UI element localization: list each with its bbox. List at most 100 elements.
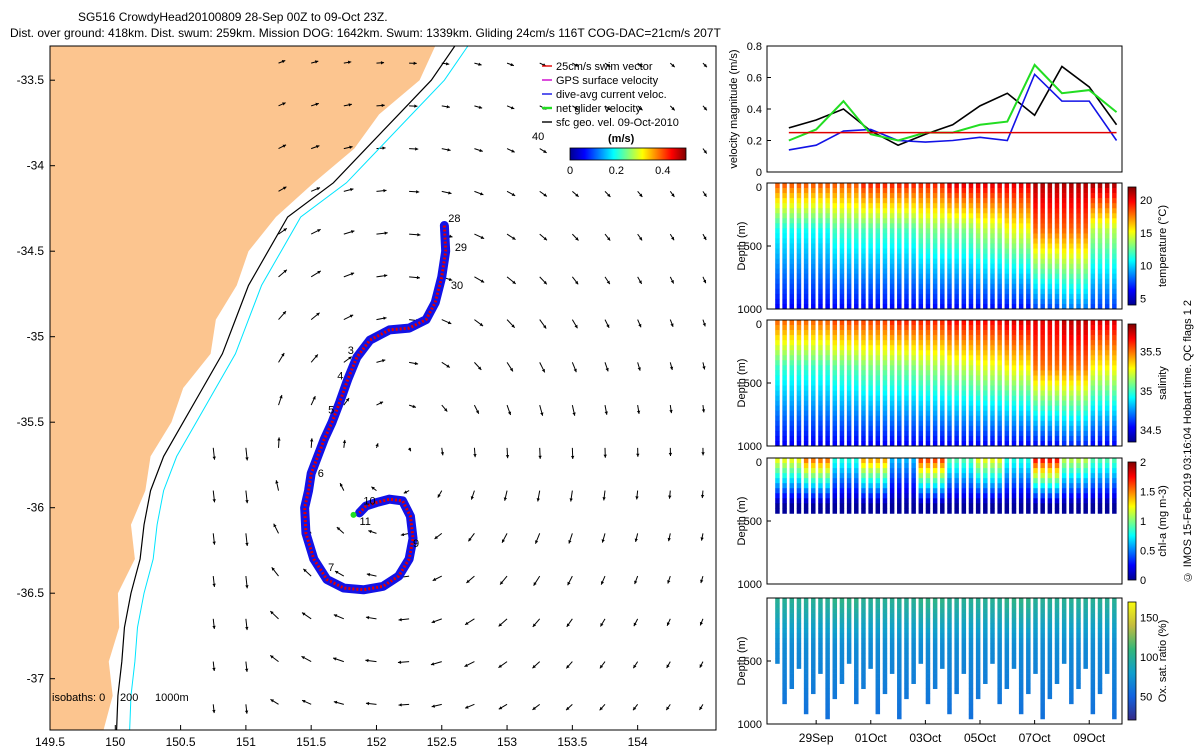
section-cell — [1090, 440, 1096, 447]
section-cell — [1026, 478, 1031, 484]
legend-dac: dive-avg current veloc. — [556, 89, 667, 101]
section-cell — [947, 493, 952, 499]
section-cell — [918, 293, 924, 300]
section-cell — [1011, 390, 1017, 396]
section-cell — [932, 193, 938, 199]
section-cell — [1076, 468, 1081, 474]
section-cell — [1040, 198, 1045, 204]
section-cell — [968, 360, 974, 366]
section-cell — [1040, 653, 1045, 659]
section-cell — [1033, 405, 1038, 412]
section-cell — [990, 628, 995, 634]
geo-arrow-head — [567, 581, 571, 586]
section-cell — [904, 458, 909, 464]
section-cell — [854, 508, 859, 514]
section-cell — [846, 213, 852, 219]
section-cell — [789, 473, 795, 479]
section-cell — [775, 395, 780, 401]
section-cell — [918, 320, 924, 326]
section-cell — [954, 198, 959, 204]
section-cell — [796, 298, 802, 305]
section-cell — [868, 498, 873, 504]
section-cell — [875, 395, 881, 401]
legend-gps: GPS surface velocity — [556, 75, 659, 87]
section-cell — [1097, 385, 1103, 391]
section-cell — [775, 303, 780, 310]
section-cell — [796, 478, 802, 484]
section-cell — [875, 493, 881, 499]
section-cell — [1011, 293, 1017, 300]
section-cell — [1054, 608, 1060, 614]
section-cell — [1076, 473, 1081, 479]
section-cell — [918, 415, 924, 422]
section-cell — [983, 238, 988, 244]
section-cell — [1083, 385, 1088, 391]
geo-arrow-head — [310, 438, 314, 442]
section-cell — [782, 420, 787, 427]
section-cell — [947, 303, 952, 310]
section-cell — [961, 430, 967, 437]
section-cell — [975, 483, 981, 489]
section-cell — [975, 390, 981, 396]
section-cell — [1097, 468, 1103, 474]
section-cell — [918, 435, 924, 442]
section-cell — [1040, 693, 1045, 700]
geo-arrow-head — [535, 540, 539, 544]
section-cell — [975, 188, 981, 194]
section-cell — [775, 203, 780, 209]
section-cell — [825, 268, 830, 275]
section-cell — [1069, 613, 1074, 619]
section-cell — [854, 283, 859, 290]
section-cell — [789, 340, 795, 346]
section-cell — [1061, 258, 1067, 264]
track-label: 9 — [413, 538, 419, 550]
section-cell — [1033, 663, 1038, 669]
section-cell — [983, 325, 988, 331]
section-cell — [861, 623, 866, 629]
section-cell — [1040, 608, 1045, 614]
section-cell — [825, 473, 830, 479]
section-cell — [1069, 623, 1074, 629]
section-cell — [911, 405, 916, 412]
section-cell — [911, 400, 916, 406]
section-cell — [818, 603, 823, 609]
section-cell — [1018, 188, 1024, 194]
section-cell — [997, 198, 1002, 204]
section-cell — [846, 258, 852, 264]
section-cell — [1011, 658, 1017, 664]
section-cell — [1112, 405, 1117, 412]
section-cell — [1076, 410, 1081, 417]
section-cell — [854, 435, 859, 442]
section-cell — [983, 203, 988, 209]
section-cell — [1112, 603, 1117, 609]
section-cell — [775, 213, 780, 219]
section-cell — [1069, 365, 1074, 371]
section-cell — [932, 633, 938, 639]
section-cell — [947, 370, 952, 376]
section-cell — [782, 188, 787, 194]
section-cell — [1083, 400, 1088, 406]
section-cell — [1097, 268, 1103, 275]
section-cell — [940, 643, 945, 649]
section-cell — [1026, 623, 1031, 629]
section-cell — [932, 385, 938, 391]
section-cell — [875, 483, 881, 489]
geo-arrow-head — [532, 623, 537, 627]
section-cell — [997, 405, 1002, 412]
section-cell — [1090, 658, 1096, 664]
section-cell — [1104, 243, 1110, 249]
section-cell — [1054, 410, 1060, 417]
geo-arrow-head — [479, 322, 484, 327]
section-cell — [861, 193, 866, 199]
velocity-line-sfc-geo-vel- — [788, 65, 1118, 147]
section-cell — [1097, 688, 1103, 695]
section-cell — [1061, 638, 1067, 644]
section-cell — [1104, 648, 1110, 654]
section-ylabel: Depth (m) — [736, 637, 748, 686]
section-cell — [889, 293, 895, 300]
section-cell — [1047, 360, 1053, 366]
section-cell — [1040, 380, 1045, 386]
section-cell — [803, 268, 809, 275]
section-cell — [990, 325, 995, 331]
geo-arrow-head — [639, 193, 643, 197]
